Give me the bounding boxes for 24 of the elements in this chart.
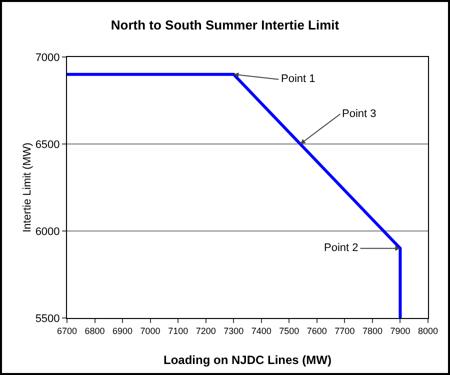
y-axis-title: Intertie Limit (MW) xyxy=(21,142,34,232)
x-tick-label: 7600 xyxy=(306,326,327,336)
x-tick-label: 7300 xyxy=(224,326,244,336)
x-tick-label: 6900 xyxy=(112,326,133,336)
y-tick-label: 5500 xyxy=(35,312,60,325)
y-tick-label: 6500 xyxy=(35,138,60,151)
x-tick-label: 7000 xyxy=(140,326,160,336)
annotation: Point 1 xyxy=(281,73,316,85)
x-tick-label: 7100 xyxy=(168,326,188,336)
x-tick-label: 7900 xyxy=(390,326,410,336)
chart-title: North to South Summer Intertie Limit xyxy=(110,18,340,33)
annotation: Point 3 xyxy=(342,108,376,120)
y-tick-label: 7000 xyxy=(35,52,60,64)
y-tick-label: 6000 xyxy=(35,226,60,238)
x-tick-label: 6800 xyxy=(84,326,105,336)
x-tick-label: 7700 xyxy=(334,326,355,336)
x-axis-title: Loading on NJDC Lines (MW) xyxy=(164,353,332,367)
x-tick-label: 6700 xyxy=(56,326,78,336)
x-tick-label: 8000 xyxy=(418,326,438,336)
x-tick-label: 7400 xyxy=(251,326,272,336)
annotation: Point 2 xyxy=(324,242,358,254)
x-tick-label: 7200 xyxy=(196,326,216,336)
x-tick-label: 7800 xyxy=(362,326,382,336)
x-tick-label: 7500 xyxy=(279,326,300,336)
